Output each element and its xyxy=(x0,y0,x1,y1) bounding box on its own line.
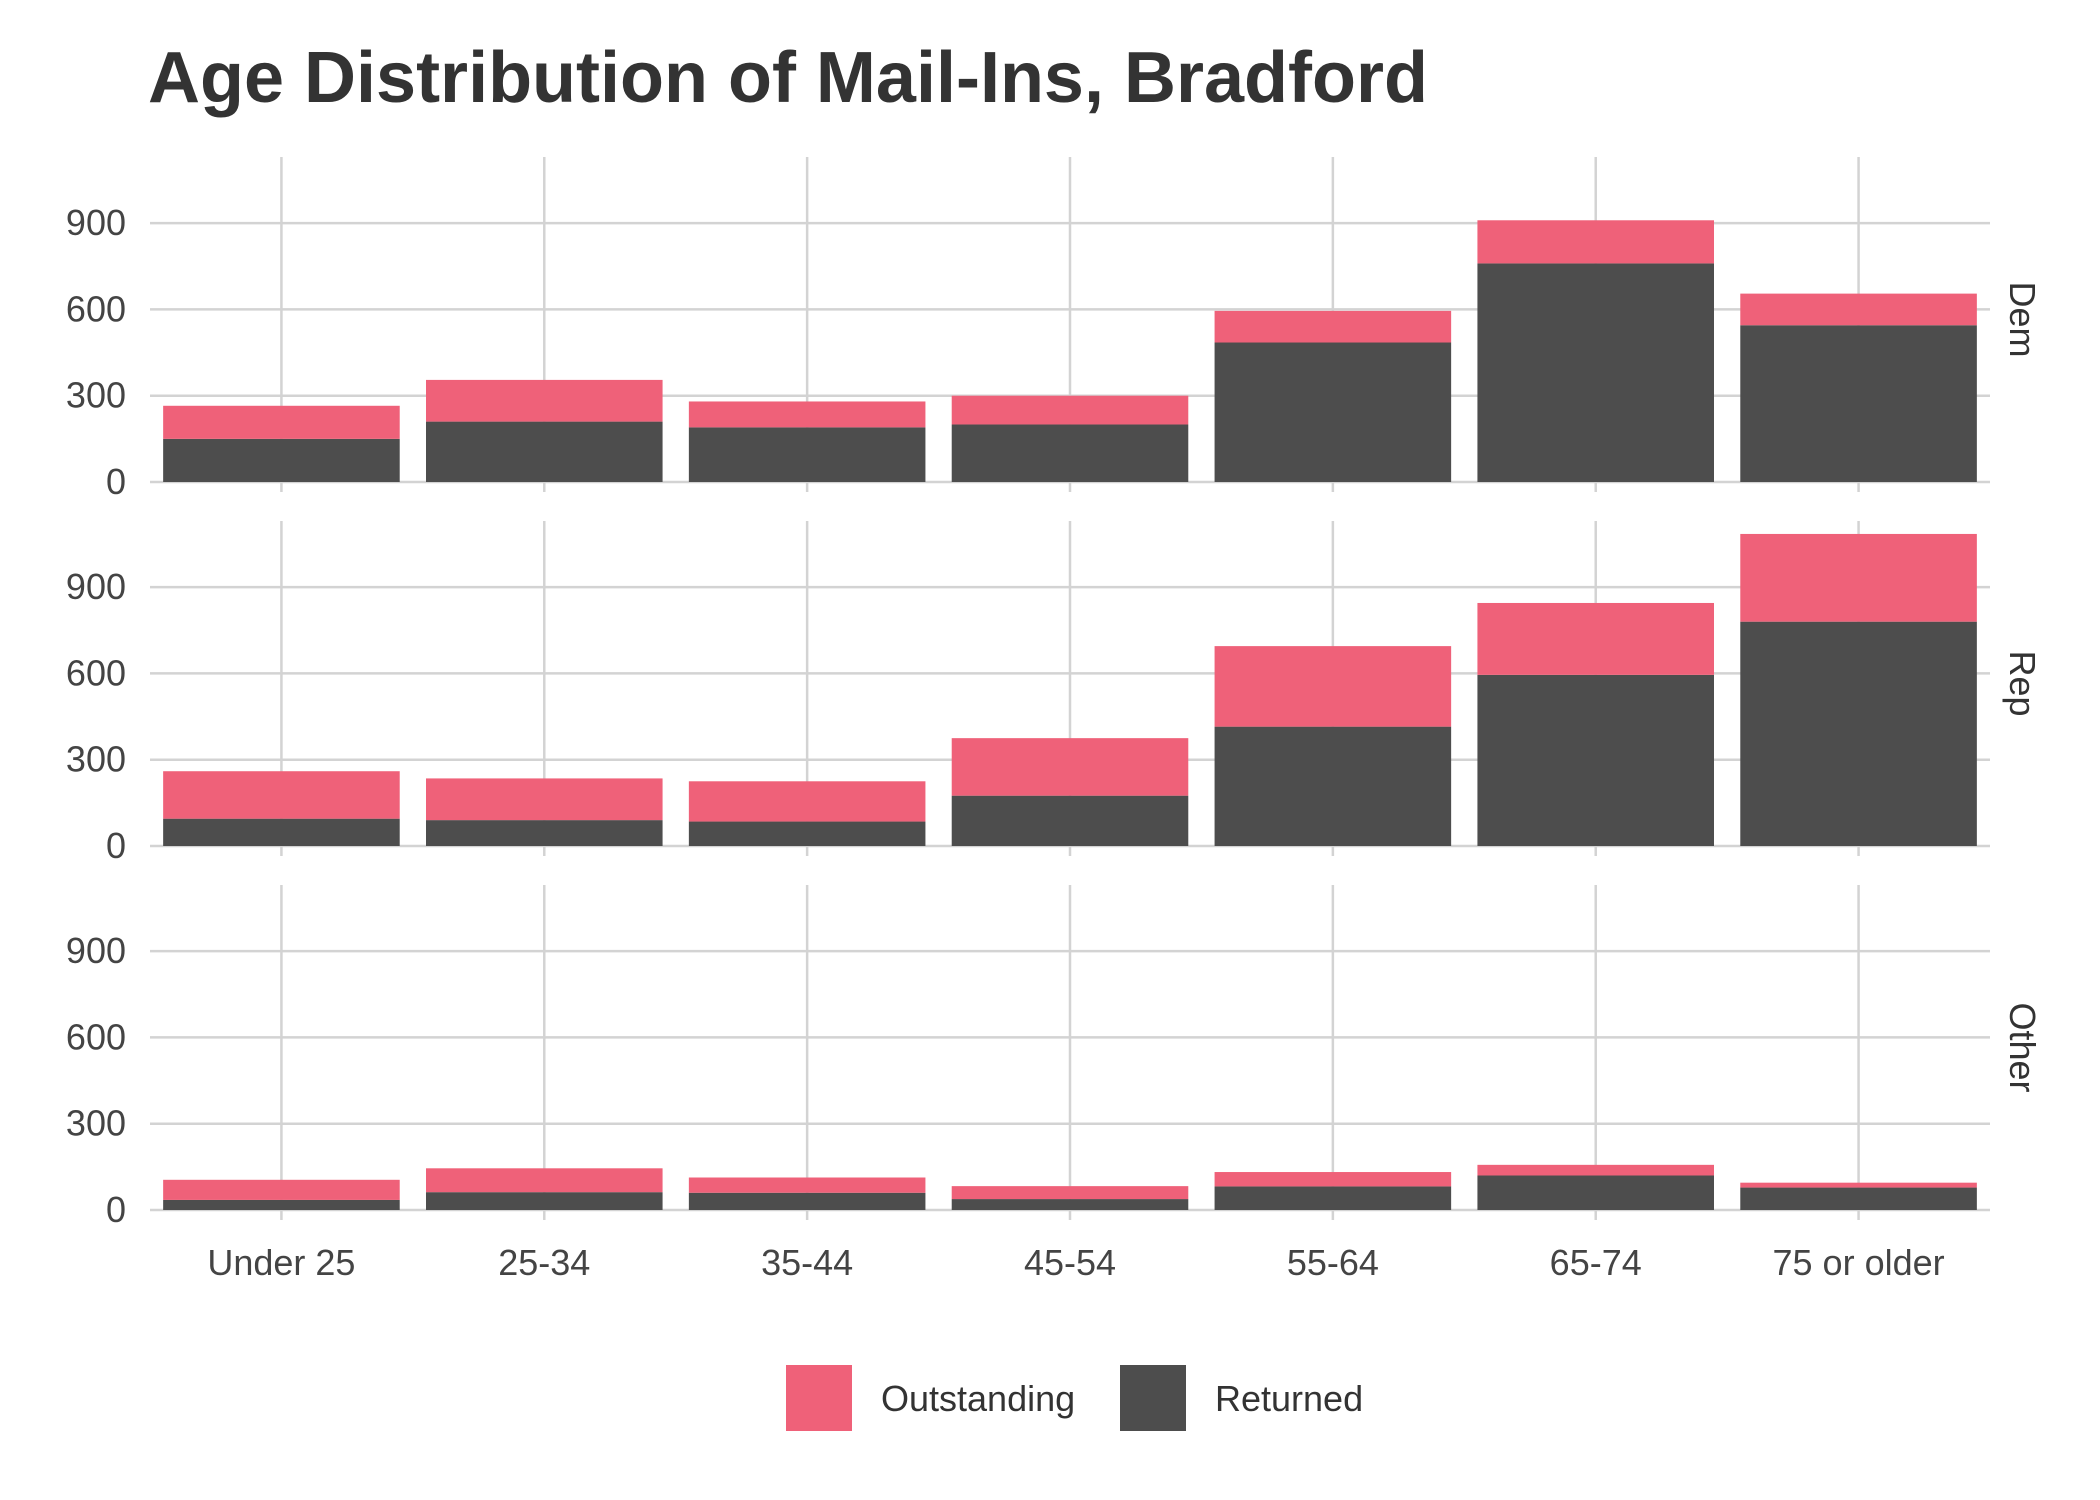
bar-rep-75-or-older-outstanding xyxy=(1740,533,1977,622)
x-tick-label: 45-54 xyxy=(1024,1242,1116,1283)
bar-rep-55-64-outstanding xyxy=(1214,646,1452,727)
bar-rep-45-54-outstanding xyxy=(951,738,1189,796)
bar-dem-55-64-outstanding xyxy=(1214,310,1452,343)
facet-panel-other: 0 300 600 900 Other xyxy=(66,885,2043,1230)
x-tick-label: 75 or older xyxy=(1773,1242,1945,1283)
y-tick-label: 600 xyxy=(66,1016,126,1057)
y-tick-label: 300 xyxy=(66,375,126,416)
x-axis: Under 25 25-34 35-44 45-54 55-64 65-74 75 or o… xyxy=(207,1242,1944,1283)
bar-rep-under-25-returned xyxy=(163,818,400,846)
bar-other-45-54-returned xyxy=(951,1199,1189,1210)
y-tick-label: 0 xyxy=(106,461,126,502)
x-tick-label: 25-34 xyxy=(498,1242,590,1283)
bar-other-25-34-outstanding xyxy=(426,1168,663,1193)
legend-key-returned xyxy=(1120,1365,1186,1431)
y-tick-label: 900 xyxy=(66,930,126,971)
bar-rep-75-or-older-returned xyxy=(1740,621,1977,846)
bar-other-45-54-outstanding xyxy=(951,1186,1189,1200)
bar-other-under-25-outstanding xyxy=(163,1179,400,1200)
bar-dem-under-25-returned xyxy=(163,438,400,482)
bar-other-35-44-outstanding xyxy=(688,1177,926,1193)
bar-rep-65-74-outstanding xyxy=(1477,602,1714,675)
bar-rep-55-64-returned xyxy=(1214,726,1452,846)
bar-rep-35-44-returned xyxy=(688,821,926,846)
legend-label: Returned xyxy=(1215,1378,1363,1419)
y-tick-label: 300 xyxy=(66,739,126,780)
bar-other-35-44-returned xyxy=(688,1192,926,1210)
bar-other-75-or-older-returned xyxy=(1740,1187,1977,1210)
bar-rep-65-74-returned xyxy=(1477,674,1714,846)
bar-rep-25-34-returned xyxy=(426,820,663,846)
y-tick-label: 0 xyxy=(106,1189,126,1230)
y-tick-label: 900 xyxy=(66,566,126,607)
legend-item-outstanding: Outstanding xyxy=(786,1365,1075,1431)
facet-strip-label: Other xyxy=(2002,1002,2043,1092)
bar-dem-under-25-outstanding xyxy=(163,405,400,439)
bar-other-65-74-outstanding xyxy=(1477,1164,1714,1176)
bar-rep-35-44-outstanding xyxy=(688,781,926,822)
bar-rep-45-54-returned xyxy=(951,795,1189,846)
bar-dem-25-34-outstanding xyxy=(426,379,663,422)
bar-dem-45-54-outstanding xyxy=(951,395,1189,425)
bar-dem-55-64-returned xyxy=(1214,342,1452,482)
x-tick-label: 55-64 xyxy=(1287,1242,1379,1283)
bar-dem-65-74-returned xyxy=(1477,263,1714,482)
legend-key-outstanding xyxy=(786,1365,852,1431)
bar-dem-45-54-returned xyxy=(951,424,1189,482)
y-tick-label: 0 xyxy=(106,825,126,866)
facet-panel-dem: 0 300 600 900 Dem xyxy=(66,157,2043,502)
x-tick-label: 35-44 xyxy=(761,1242,853,1283)
y-tick-label: 600 xyxy=(66,652,126,693)
bar-other-75-or-older-outstanding xyxy=(1740,1182,1977,1188)
x-tick-label: Under 25 xyxy=(207,1242,355,1283)
bar-other-55-64-returned xyxy=(1214,1186,1452,1210)
legend-label: Outstanding xyxy=(881,1378,1075,1419)
bar-other-25-34-returned xyxy=(426,1192,663,1210)
bar-other-under-25-returned xyxy=(163,1199,400,1210)
bar-rep-under-25-outstanding xyxy=(163,771,400,819)
chart-title: Age Distribution of Mail-Ins, Bradford xyxy=(148,38,1428,118)
bar-dem-65-74-outstanding xyxy=(1477,220,1714,264)
legend: Outstanding Returned xyxy=(786,1365,1363,1431)
y-tick-label: 900 xyxy=(66,202,126,243)
facet-strip-label: Rep xyxy=(2002,650,2043,716)
facet-strip-label: Dem xyxy=(2002,281,2043,357)
bar-dem-25-34-returned xyxy=(426,421,663,482)
x-tick-label: 65-74 xyxy=(1550,1242,1642,1283)
bar-dem-75-or-older-returned xyxy=(1740,325,1977,482)
facet-panels: 0 300 600 900 Dem 0 300 600 900 Rep 0 300 600 900 Othe… xyxy=(66,157,2043,1230)
y-tick-label: 300 xyxy=(66,1103,126,1144)
legend-item-returned: Returned xyxy=(1120,1365,1363,1431)
bar-other-65-74-returned xyxy=(1477,1175,1714,1210)
facet-panel-rep: 0 300 600 900 Rep xyxy=(66,521,2043,866)
bar-other-55-64-outstanding xyxy=(1214,1172,1452,1187)
bar-dem-35-44-returned xyxy=(688,427,926,482)
y-tick-label: 600 xyxy=(66,288,126,329)
bar-rep-25-34-outstanding xyxy=(426,778,663,821)
bar-dem-35-44-outstanding xyxy=(688,401,926,428)
bar-dem-75-or-older-outstanding xyxy=(1740,293,1977,326)
